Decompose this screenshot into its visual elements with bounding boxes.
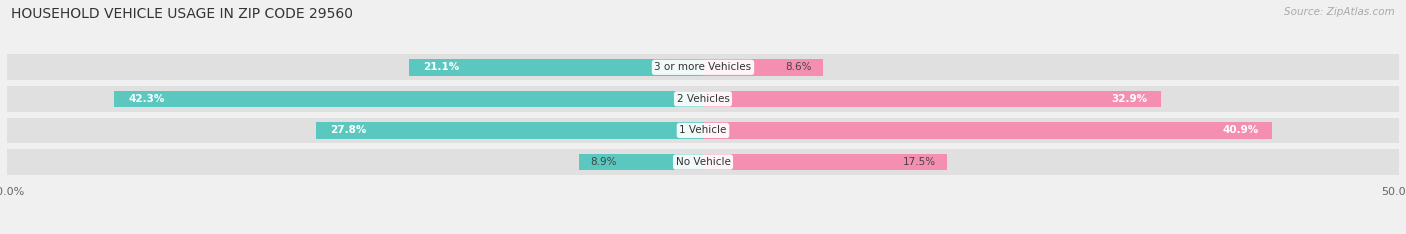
Bar — [7, 149, 703, 175]
Text: 40.9%: 40.9% — [1222, 125, 1258, 135]
Text: 8.6%: 8.6% — [785, 62, 811, 72]
Bar — [703, 122, 1272, 139]
Bar — [703, 117, 1399, 143]
Text: HOUSEHOLD VEHICLE USAGE IN ZIP CODE 29560: HOUSEHOLD VEHICLE USAGE IN ZIP CODE 2956… — [11, 7, 353, 21]
Bar — [703, 86, 1399, 112]
Bar — [703, 149, 1399, 175]
Bar — [409, 59, 703, 76]
Text: 27.8%: 27.8% — [330, 125, 367, 135]
Bar — [7, 86, 703, 112]
Text: 17.5%: 17.5% — [903, 157, 935, 167]
Bar — [703, 54, 1399, 80]
Text: 2 Vehicles: 2 Vehicles — [676, 94, 730, 104]
Text: Source: ZipAtlas.com: Source: ZipAtlas.com — [1284, 7, 1395, 17]
Bar — [703, 59, 823, 76]
Bar — [7, 117, 703, 143]
Text: 8.9%: 8.9% — [591, 157, 617, 167]
Bar — [703, 91, 1161, 107]
Text: 32.9%: 32.9% — [1111, 94, 1147, 104]
Bar — [579, 154, 703, 170]
Text: 3 or more Vehicles: 3 or more Vehicles — [654, 62, 752, 72]
Bar — [703, 154, 946, 170]
Bar — [316, 122, 703, 139]
Bar — [114, 91, 703, 107]
Bar — [7, 54, 703, 80]
Text: No Vehicle: No Vehicle — [675, 157, 731, 167]
Text: 21.1%: 21.1% — [423, 62, 460, 72]
Text: 42.3%: 42.3% — [128, 94, 165, 104]
Text: 1 Vehicle: 1 Vehicle — [679, 125, 727, 135]
